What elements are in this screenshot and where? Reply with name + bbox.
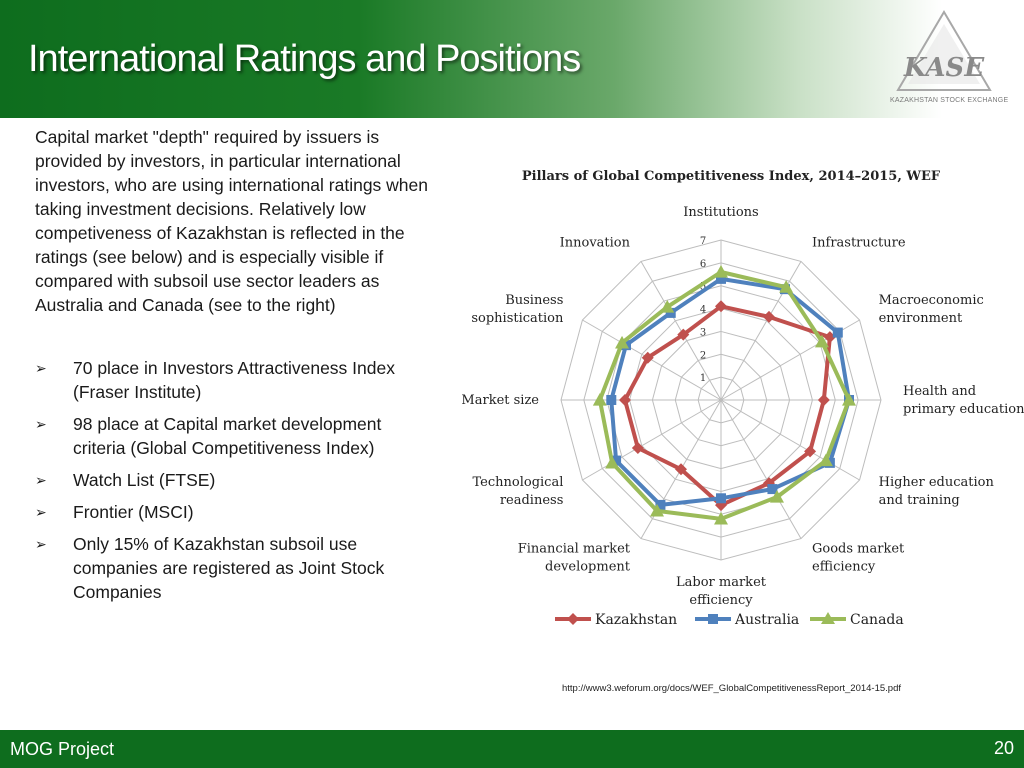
logo-text: KASE [903, 53, 985, 83]
grid-spoke [640, 261, 722, 401]
data-point [592, 393, 607, 406]
page-number: 20 [993, 738, 1014, 758]
axis-label: development [545, 560, 631, 575]
data-point [655, 499, 666, 510]
data-point [631, 442, 644, 454]
axis-label: Goods market [812, 542, 905, 557]
data-point [714, 511, 728, 525]
bullet-item: ➢ 70 place in Investors Attractiveness In… [35, 356, 435, 404]
data-point [716, 493, 726, 504]
logo-subtext: KAZAKHSTAN STOCK EXCHANGE [890, 97, 1009, 104]
grid-spoke [720, 399, 802, 539]
data-point [660, 299, 675, 313]
axis-label: Health and [903, 384, 976, 399]
footer-project-name: MOG Project [10, 739, 115, 759]
bullet-text: Only 15% of Kazakhstan subsoil use compa… [73, 534, 385, 602]
data-point [675, 463, 687, 476]
radar-chart: Pillars of Global Competitiveness Index,… [461, 169, 1024, 628]
axis-label: and training [879, 493, 960, 508]
legend-marker [821, 612, 835, 624]
axis-label: Market size [461, 393, 539, 408]
tick-label: 1 [700, 373, 706, 384]
arrow-bullet-icon: ➢ [35, 536, 47, 552]
tick-label: 6 [700, 259, 706, 270]
bullet-list: ➢ 70 place in Investors Attractiveness In… [35, 356, 435, 612]
legend-marker [708, 614, 718, 624]
axis-label: efficiency [689, 593, 753, 608]
chart-title: Pillars of Global Competitiveness Index,… [522, 169, 941, 184]
tick-label: 7 [700, 236, 706, 247]
data-point [606, 395, 617, 405]
axis-label: Higher education [879, 475, 995, 490]
tick-label: 4 [700, 305, 706, 316]
bullet-item: ➢ 98 place at Capital market development … [35, 412, 435, 460]
legend-label: Canada [850, 612, 904, 628]
data-point [817, 394, 830, 406]
data-point [615, 335, 630, 349]
data-point [715, 300, 727, 313]
axis-label: readiness [500, 493, 564, 508]
footer-bar: MOG Project 20 [0, 730, 1024, 768]
data-point [605, 455, 620, 469]
data-point [842, 393, 856, 406]
tick-label: 2 [700, 350, 706, 361]
axis-label: Infrastructure [812, 235, 906, 250]
axis-label: Macroeconomic [879, 293, 984, 308]
data-point [770, 489, 784, 503]
data-point [763, 310, 775, 323]
grid-spoke [720, 399, 860, 481]
tick-label: 3 [700, 327, 706, 338]
data-point [818, 453, 833, 467]
data-point [814, 334, 829, 348]
bullet-text: 98 place at Capital market development c… [73, 414, 382, 458]
grid-spoke [582, 399, 722, 481]
header-banner: International Ratings and Positions [0, 0, 1024, 118]
arrow-bullet-icon: ➢ [35, 472, 47, 488]
data-point [779, 280, 794, 293]
page-title: International Ratings and Positions [28, 38, 581, 80]
grid-spoke [582, 319, 722, 401]
intro-paragraph: Capital market "depth" required by issue… [35, 127, 428, 315]
data-point [767, 484, 778, 495]
axis-label: efficiency [812, 560, 876, 575]
data-point [650, 503, 664, 517]
axis-label: Labor market [676, 575, 767, 590]
data-point [677, 328, 690, 341]
source-link[interactable]: http://www3.weforum.org/docs/WEF_GlobalC… [562, 683, 901, 694]
legend-label: Kazakhstan [595, 612, 677, 628]
bullet-text: 70 place in Investors Attractiveness Ind… [73, 358, 395, 402]
legend-label: Australia [734, 612, 799, 628]
bullet-text: Frontier (MSCI) [73, 502, 194, 522]
data-point [641, 351, 654, 364]
bullet-text: Watch List (FTSE) [73, 470, 216, 490]
legend-marker [567, 613, 579, 625]
data-point [804, 445, 817, 458]
arrow-bullet-icon: ➢ [35, 360, 47, 376]
kase-logo: KASE [896, 10, 992, 91]
axis-label: Technological [473, 475, 564, 490]
axis-label: Financial market [518, 542, 631, 557]
axis-label: Business [505, 293, 563, 308]
axis-label: Institutions [683, 205, 758, 220]
bullet-item: ➢ Frontier (MSCI) [35, 500, 435, 524]
arrow-bullet-icon: ➢ [35, 504, 47, 520]
data-point [611, 455, 622, 466]
data-point [665, 307, 676, 318]
data-point [832, 327, 843, 338]
axis-label: Innovation [560, 235, 631, 250]
bullet-item: ➢ Watch List (FTSE) [35, 468, 435, 492]
axis-label: environment [879, 311, 963, 326]
data-point [619, 394, 631, 406]
axis-label: sophistication [471, 311, 564, 326]
data-point [716, 273, 726, 284]
tick-label: 5 [700, 282, 706, 293]
arrow-bullet-icon: ➢ [35, 416, 47, 432]
data-point [714, 265, 728, 278]
bullet-item: ➢ Only 15% of Kazakhstan subsoil use comp… [35, 532, 435, 604]
axis-label: primary education [903, 402, 1024, 417]
